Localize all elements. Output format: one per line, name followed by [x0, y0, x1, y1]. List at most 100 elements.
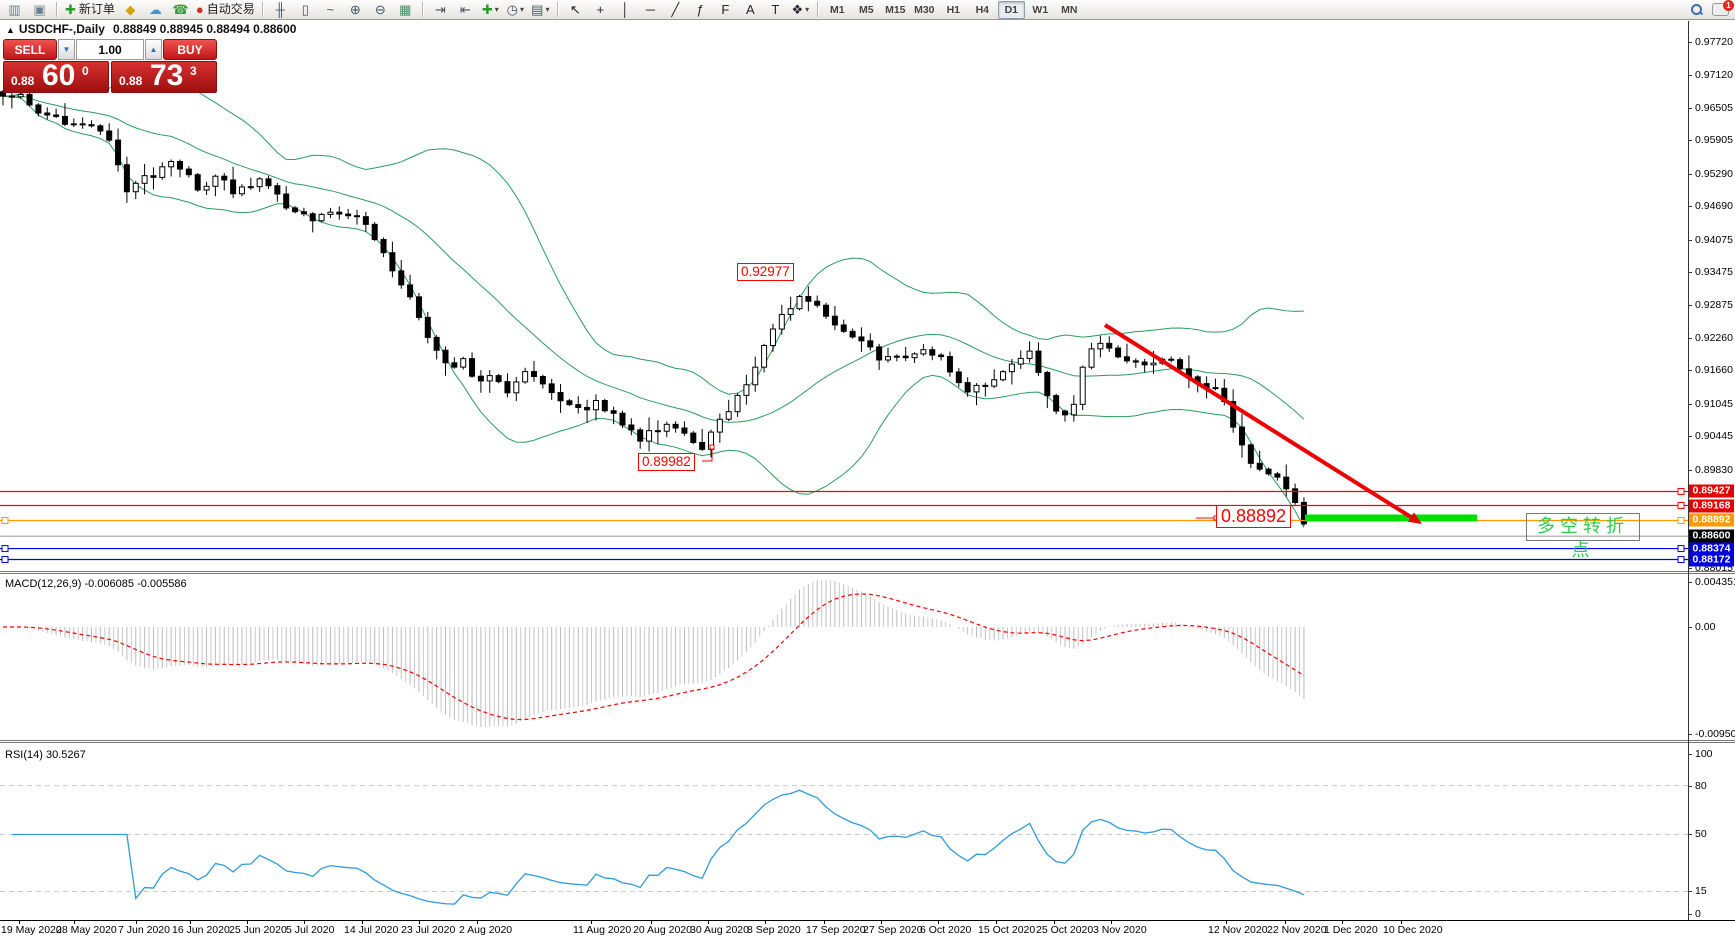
fibonacci-button[interactable]: F	[713, 0, 738, 19]
turning-point-note[interactable]: 多空转折点	[1526, 513, 1640, 560]
price-tick-label: 0.91660	[1695, 364, 1733, 377]
toolbar-separator	[816, 2, 819, 17]
chat-icon[interactable]: 1	[1712, 0, 1734, 16]
timeframe-button-h4[interactable]: H4	[975, 3, 990, 16]
tile-windows-button[interactable]: ▦	[393, 0, 418, 19]
price-tick	[1688, 568, 1692, 569]
cursor-button[interactable]: ↖	[563, 0, 588, 19]
timeframe-button-m15[interactable]: M15	[885, 3, 906, 16]
chevron-down-icon[interactable]: ▾	[494, 5, 499, 14]
rsi-panel	[0, 785, 1688, 905]
text-icon: A	[745, 2, 755, 17]
indicators-icon: ✚	[481, 2, 493, 17]
auto-scroll-button[interactable]: ⇥	[428, 0, 453, 19]
timeframe-button-mn[interactable]: MN	[1061, 3, 1078, 16]
rsi-panel-splitter[interactable]	[0, 740, 1735, 741]
timeframe-button-m5[interactable]: M5	[859, 3, 874, 16]
data-window-button[interactable]: ▣	[27, 0, 52, 19]
new-order-label: 新订单	[78, 2, 115, 16]
cloud-icon: ☁	[148, 2, 162, 17]
price-tick	[1688, 403, 1692, 405]
signals-button[interactable]: ☎	[168, 0, 193, 19]
timeframe-button-h1[interactable]: H1	[946, 3, 961, 16]
sell-price-display[interactable]: 0.88 60 0	[3, 59, 109, 93]
auto-scroll-icon: ⇥	[434, 2, 446, 17]
indicators-button[interactable]: ✚ ▾	[478, 0, 503, 19]
new-order-button[interactable]: ✚ 新订单	[62, 0, 118, 19]
data-window-icon: ▣	[33, 2, 46, 17]
date-label: 25 Oct 2020	[1036, 924, 1094, 936]
chart-shift-button[interactable]: ⇤	[453, 0, 478, 19]
label-button[interactable]: T	[763, 0, 788, 19]
chevron-down-icon[interactable]: ▾	[545, 5, 550, 14]
buy-button[interactable]: BUY	[163, 39, 217, 60]
trade-panel-collapse-icon[interactable]: ▲	[6, 25, 15, 35]
zoom-out-button[interactable]: ⊖	[368, 0, 393, 19]
templates-button[interactable]: ▤ ▾	[528, 0, 553, 19]
macd-label: MACD(12,26,9) -0.006085 -0.005586	[5, 578, 187, 590]
date-tick	[136, 920, 137, 924]
bar-chart-button[interactable]: ╫	[268, 0, 293, 19]
fibonacci-icon: F	[721, 2, 730, 17]
text-button[interactable]: A	[738, 0, 763, 19]
channel-button[interactable]: ƒ	[688, 0, 713, 19]
tile-windows-icon: ▦	[399, 2, 412, 17]
macd-panel-splitter[interactable]	[0, 571, 1735, 572]
timeframe-button-m30[interactable]: M30	[914, 3, 935, 16]
date-label: 8 Sep 2020	[747, 924, 801, 936]
date-label: 10 Dec 2020	[1383, 924, 1443, 936]
date-label: 1 Dec 2020	[1324, 924, 1378, 936]
timeframe-button-w1[interactable]: W1	[1032, 3, 1049, 16]
date-label: 7 Jun 2020	[118, 924, 170, 936]
buy-price-display[interactable]: 0.88 73 3	[111, 59, 217, 93]
cloud-button[interactable]: ☁	[143, 0, 168, 19]
date-tick	[938, 920, 939, 924]
volume-decrease-button[interactable]: ▼	[58, 39, 75, 60]
rsi-scale-tick	[1688, 786, 1692, 787]
price-annotation[interactable]: 0.92977	[737, 263, 794, 281]
candlestick-chart-button[interactable]: ▯	[293, 0, 318, 19]
price-badge: 0.89427	[1689, 484, 1734, 498]
market-button[interactable]: ◆	[118, 0, 143, 19]
shapes-button[interactable]: ❖ ▾	[788, 0, 813, 19]
price-annotation[interactable]: 0.89982	[638, 453, 695, 471]
trendline-icon: ╱	[671, 2, 680, 17]
date-label: 12 Nov 2020	[1208, 924, 1268, 936]
autotrading-button[interactable]: ● 自动交易	[193, 0, 258, 19]
sell-button[interactable]: SELL	[3, 39, 57, 60]
line-chart-button[interactable]: ~	[318, 0, 343, 19]
date-label: 16 Jun 2020	[172, 924, 230, 936]
date-tick	[1285, 920, 1286, 924]
date-tick	[419, 920, 420, 924]
trendline-button[interactable]: ╱	[663, 0, 688, 19]
chevron-down-icon[interactable]: ▾	[519, 5, 524, 14]
price-badge: 0.89168	[1689, 499, 1734, 513]
volume-increase-button[interactable]: ▲	[145, 39, 162, 60]
price-badge: 0.88172	[1689, 553, 1734, 566]
horizontal-line-button[interactable]: ─	[638, 0, 663, 19]
chevron-down-icon[interactable]: ▾	[805, 5, 810, 14]
crosshair-icon: +	[596, 2, 605, 17]
date-tick	[1111, 920, 1112, 924]
date-label: 2 Aug 2020	[459, 924, 513, 936]
chart-shift-icon: ⇤	[459, 2, 471, 17]
buy-price-prefix: 0.88	[119, 74, 143, 88]
zoom-in-button[interactable]: ⊕	[343, 0, 368, 19]
toolbar-separator	[556, 2, 559, 17]
price-tick	[1688, 42, 1692, 43]
market-watch-button[interactable]: ▥	[2, 0, 27, 19]
crosshair-button[interactable]: +	[588, 0, 613, 19]
volume-input[interactable]: 1.00	[76, 39, 144, 60]
price-tick-label: 0.92875	[1695, 298, 1733, 311]
price-tick-label: 0.94075	[1695, 233, 1733, 246]
price-annotation[interactable]: 0.88892	[1216, 505, 1292, 528]
search-icon[interactable]	[1691, 4, 1702, 15]
templates-icon: ▤	[531, 2, 544, 17]
timeframe-button-d1[interactable]: D1	[997, 0, 1025, 19]
timeframe-button-m1[interactable]: M1	[830, 3, 845, 16]
price-tick	[1688, 206, 1692, 208]
periods-button[interactable]: ◷ ▾	[503, 0, 528, 19]
vertical-line-button[interactable]: │	[613, 0, 638, 19]
date-label: 6 Oct 2020	[920, 924, 972, 936]
